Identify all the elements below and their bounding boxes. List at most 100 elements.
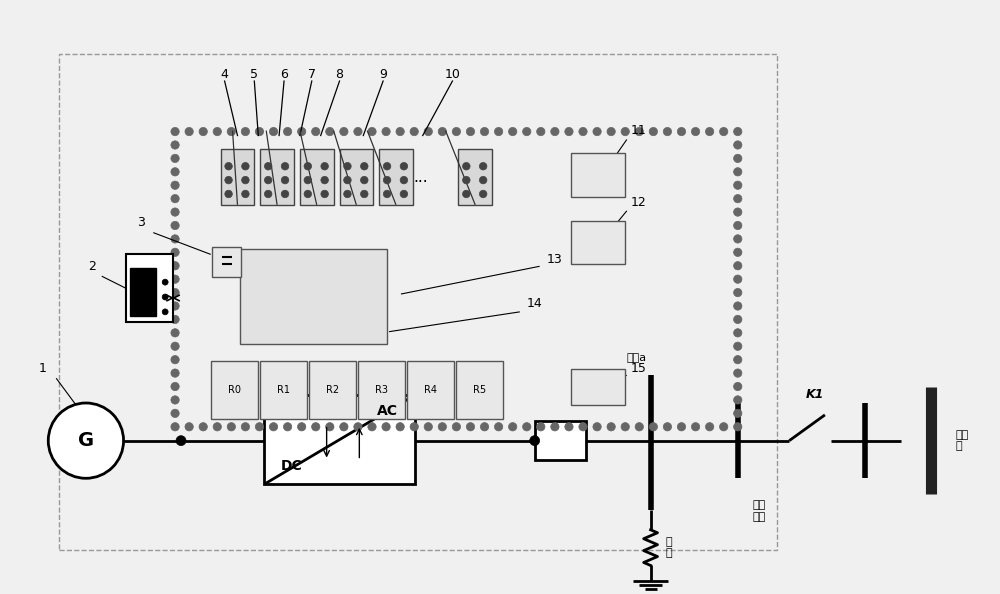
Bar — [535, 421, 586, 460]
Circle shape — [171, 181, 179, 189]
Circle shape — [734, 302, 742, 310]
Circle shape — [162, 279, 168, 285]
Circle shape — [720, 127, 728, 135]
Circle shape — [593, 127, 601, 135]
Circle shape — [734, 222, 742, 230]
Circle shape — [185, 422, 193, 431]
Circle shape — [565, 127, 573, 135]
Bar — [456, 361, 503, 419]
Text: 10: 10 — [445, 68, 460, 81]
Circle shape — [171, 168, 179, 176]
Circle shape — [720, 422, 728, 431]
Circle shape — [383, 163, 391, 170]
Circle shape — [225, 190, 232, 198]
Bar — [260, 150, 294, 205]
Circle shape — [185, 127, 193, 135]
Circle shape — [199, 127, 207, 135]
Circle shape — [424, 422, 432, 431]
Bar — [300, 150, 334, 205]
Circle shape — [734, 235, 742, 243]
Circle shape — [410, 127, 418, 135]
Circle shape — [171, 302, 179, 310]
Circle shape — [480, 422, 489, 431]
Circle shape — [734, 422, 742, 431]
Circle shape — [734, 261, 742, 270]
Bar — [264, 395, 415, 484]
Circle shape — [383, 190, 391, 198]
Circle shape — [649, 422, 658, 431]
Circle shape — [509, 127, 517, 135]
Circle shape — [523, 422, 531, 431]
Text: 负
荷: 负 荷 — [665, 537, 672, 558]
Circle shape — [368, 422, 376, 431]
Circle shape — [530, 435, 540, 446]
Text: R4: R4 — [424, 385, 437, 395]
Circle shape — [326, 127, 334, 135]
Text: 配电
网: 配电 网 — [956, 430, 969, 451]
Circle shape — [551, 127, 559, 135]
Circle shape — [479, 163, 487, 170]
Circle shape — [635, 127, 643, 135]
Circle shape — [579, 422, 587, 431]
Circle shape — [509, 422, 517, 431]
Circle shape — [264, 190, 272, 198]
Circle shape — [171, 409, 179, 418]
Circle shape — [354, 127, 362, 135]
Circle shape — [171, 383, 179, 391]
Circle shape — [304, 176, 312, 184]
Circle shape — [171, 342, 179, 350]
Circle shape — [663, 422, 672, 431]
Circle shape — [171, 208, 179, 216]
Circle shape — [199, 422, 207, 431]
Circle shape — [649, 127, 658, 135]
Bar — [458, 150, 492, 205]
Text: 母线a: 母线a — [627, 353, 647, 364]
Circle shape — [269, 422, 278, 431]
Circle shape — [734, 356, 742, 364]
Circle shape — [537, 422, 545, 431]
Circle shape — [171, 222, 179, 230]
Circle shape — [705, 127, 714, 135]
Circle shape — [312, 127, 320, 135]
Circle shape — [281, 163, 289, 170]
Text: G: G — [78, 431, 94, 450]
Circle shape — [281, 176, 289, 184]
Circle shape — [171, 127, 179, 135]
Circle shape — [734, 208, 742, 216]
Circle shape — [255, 422, 264, 431]
Circle shape — [162, 294, 168, 300]
Circle shape — [734, 289, 742, 297]
Circle shape — [551, 422, 559, 431]
Circle shape — [382, 127, 390, 135]
Circle shape — [396, 422, 404, 431]
Circle shape — [162, 309, 168, 315]
Circle shape — [344, 163, 351, 170]
Circle shape — [304, 190, 312, 198]
Circle shape — [480, 127, 489, 135]
Circle shape — [383, 176, 391, 184]
Circle shape — [691, 127, 700, 135]
Circle shape — [321, 190, 328, 198]
Circle shape — [361, 163, 368, 170]
Circle shape — [171, 422, 179, 431]
Bar — [571, 369, 625, 405]
Circle shape — [523, 127, 531, 135]
Text: K1: K1 — [806, 388, 824, 401]
Circle shape — [635, 422, 643, 431]
Circle shape — [171, 396, 179, 404]
Circle shape — [452, 422, 461, 431]
Circle shape — [734, 275, 742, 283]
Circle shape — [171, 248, 179, 257]
Circle shape — [298, 127, 306, 135]
Circle shape — [734, 168, 742, 176]
Circle shape — [368, 127, 376, 135]
Circle shape — [264, 163, 272, 170]
Circle shape — [734, 127, 742, 135]
Circle shape — [281, 190, 289, 198]
Text: R2: R2 — [326, 385, 339, 395]
Circle shape — [691, 422, 700, 431]
Circle shape — [463, 190, 470, 198]
Text: ...: ... — [413, 170, 428, 185]
Bar — [260, 361, 307, 419]
Bar — [126, 254, 173, 322]
